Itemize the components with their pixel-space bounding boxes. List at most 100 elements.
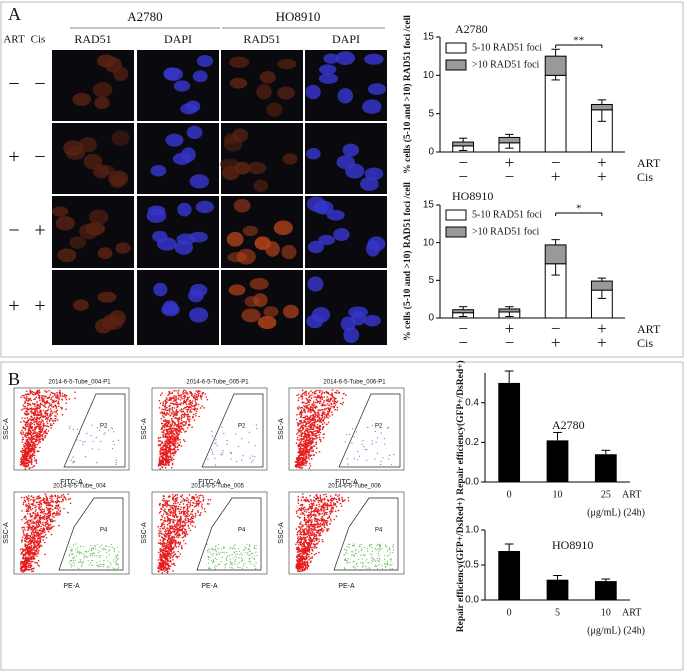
nucleus bbox=[365, 240, 380, 257]
event-dot bbox=[182, 539, 185, 542]
event-dot bbox=[296, 407, 299, 409]
event-dot bbox=[183, 431, 186, 433]
event-dot bbox=[200, 398, 203, 400]
bar bbox=[546, 440, 569, 482]
event-dot bbox=[307, 422, 309, 425]
event-dot bbox=[304, 420, 307, 423]
chart-title: HO8910 bbox=[552, 538, 593, 552]
event-dot bbox=[30, 568, 32, 571]
event-dot bbox=[325, 414, 327, 416]
gated-dot bbox=[374, 458, 376, 460]
gated-dot bbox=[75, 555, 78, 557]
event-dot bbox=[21, 569, 24, 572]
event-dot bbox=[312, 421, 315, 424]
gated-dot bbox=[215, 439, 217, 441]
event-dot bbox=[178, 418, 181, 420]
event-dot bbox=[54, 494, 57, 497]
event-dot bbox=[43, 535, 45, 537]
event-dot bbox=[30, 421, 32, 424]
event-dot bbox=[310, 397, 313, 399]
event-dot bbox=[189, 390, 191, 393]
event-dot bbox=[24, 465, 26, 467]
event-dot bbox=[182, 424, 185, 427]
event-dot bbox=[300, 434, 303, 436]
event-dot bbox=[323, 391, 326, 394]
event-dot bbox=[26, 402, 29, 405]
event-dot bbox=[30, 439, 33, 442]
event-dot bbox=[305, 440, 307, 443]
event-dot bbox=[168, 409, 171, 412]
event-dot bbox=[161, 431, 164, 433]
gated-dot bbox=[99, 565, 102, 567]
event-dot bbox=[162, 419, 165, 422]
event-dot bbox=[21, 449, 24, 452]
event-dot bbox=[162, 513, 165, 516]
event-dot bbox=[345, 394, 347, 396]
event-dot bbox=[29, 432, 31, 435]
event-dot bbox=[177, 439, 179, 441]
nucleus bbox=[150, 165, 167, 177]
event-dot bbox=[35, 414, 37, 416]
event-dot bbox=[298, 434, 300, 437]
event-dot bbox=[199, 391, 201, 393]
event-dot bbox=[307, 420, 310, 423]
gated-dot bbox=[99, 551, 101, 553]
event-dot bbox=[26, 410, 28, 413]
legend-label: 5-10 RAD51 foci bbox=[472, 42, 542, 53]
event-dot bbox=[30, 419, 33, 422]
event-dot bbox=[331, 400, 334, 402]
event-dot bbox=[34, 412, 37, 415]
event-dot bbox=[301, 457, 304, 459]
event-dot bbox=[38, 428, 41, 431]
nucleus bbox=[362, 99, 382, 114]
event-dot bbox=[169, 514, 172, 516]
event-dot bbox=[184, 396, 186, 399]
event-dot bbox=[171, 541, 173, 544]
event-dot bbox=[201, 405, 203, 407]
event-dot bbox=[21, 552, 23, 554]
event-dot bbox=[162, 497, 165, 500]
event-dot bbox=[38, 536, 41, 539]
event-dot bbox=[39, 441, 41, 443]
event-dot bbox=[295, 464, 297, 466]
event-dot bbox=[50, 403, 53, 406]
event-dot bbox=[74, 391, 76, 393]
event-dot bbox=[187, 519, 190, 522]
event-dot bbox=[312, 402, 315, 404]
event-dot bbox=[42, 499, 45, 502]
event-dot bbox=[176, 437, 179, 440]
event-dot bbox=[30, 441, 33, 444]
foci-cell bbox=[242, 225, 259, 237]
event-dot bbox=[303, 462, 306, 464]
event-dot bbox=[47, 416, 50, 419]
event-dot bbox=[312, 441, 314, 443]
event-dot bbox=[33, 534, 36, 537]
event-dot bbox=[47, 504, 50, 507]
event-dot bbox=[171, 536, 174, 538]
event-dot bbox=[37, 549, 40, 552]
event-dot bbox=[27, 433, 30, 436]
event-dot bbox=[63, 507, 65, 510]
event-dot bbox=[179, 409, 181, 412]
event-dot bbox=[182, 506, 185, 509]
event-dot bbox=[166, 411, 168, 414]
event-dot bbox=[27, 428, 30, 431]
gated-dot bbox=[82, 553, 84, 555]
event-dot bbox=[185, 504, 188, 506]
event-dot bbox=[311, 406, 313, 409]
event-dot bbox=[319, 431, 322, 434]
event-dot bbox=[333, 406, 335, 409]
gated-dot bbox=[69, 425, 71, 428]
x-row-label: Cis bbox=[637, 170, 653, 184]
event-dot bbox=[305, 454, 308, 456]
event-dot bbox=[301, 389, 304, 392]
event-dot bbox=[307, 435, 309, 438]
event-dot bbox=[174, 423, 177, 426]
gated-dot bbox=[82, 561, 85, 563]
event-dot bbox=[38, 406, 41, 408]
gated-dot bbox=[82, 545, 84, 547]
event-dot bbox=[295, 442, 298, 444]
event-dot bbox=[311, 391, 314, 394]
event-dot bbox=[192, 397, 195, 399]
event-dot bbox=[306, 430, 308, 433]
